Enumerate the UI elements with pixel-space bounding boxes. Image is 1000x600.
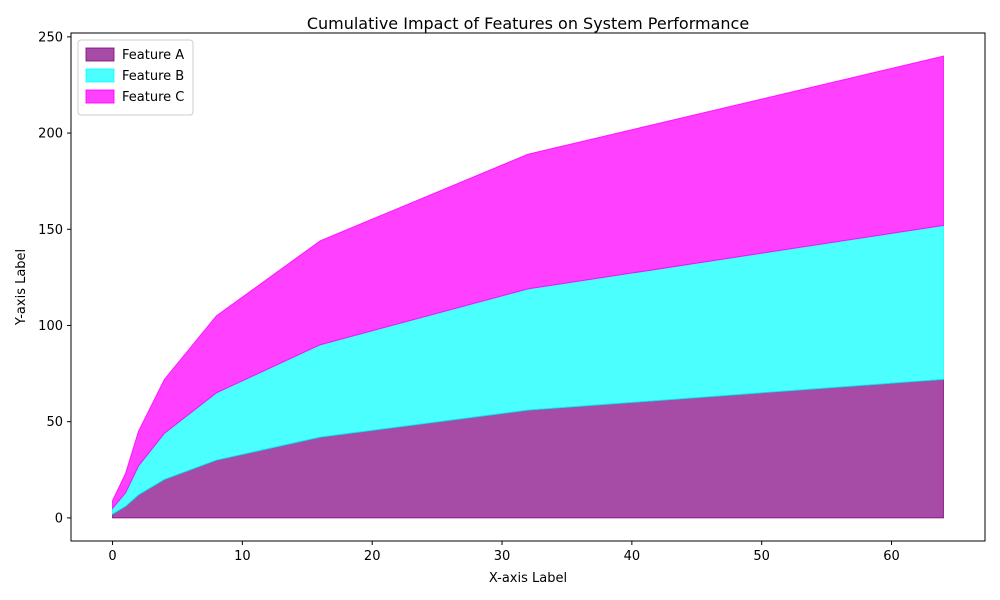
y-tick-label: 100 [38, 319, 63, 334]
y-tick-label: 50 [46, 415, 63, 430]
x-tick-label: 40 [624, 549, 641, 564]
plot-frame [70, 32, 986, 542]
legend-swatch-3 [85, 89, 115, 104]
y-axis-label: Y-axis Label [14, 249, 29, 326]
chart-title: Cumulative Impact of Features on System … [307, 14, 749, 33]
x-tick-label: 0 [108, 549, 116, 564]
x-tick-label: 60 [883, 549, 900, 564]
area-series-3 [112, 55, 944, 510]
y-tick-label: 250 [38, 30, 63, 45]
x-axis-ticks: 0 10 20 30 40 50 60 [108, 541, 900, 564]
y-tick-label: 200 [38, 127, 63, 142]
y-axis-ticks: 0 50 100 150 200 250 [38, 30, 71, 526]
x-tick-label: 50 [753, 549, 770, 564]
x-tick-label: 10 [234, 549, 251, 564]
legend: Feature A Feature B Feature C [77, 39, 194, 116]
plot-areas [112, 55, 944, 519]
x-tick-label: 20 [364, 549, 381, 564]
x-tick-label: 30 [494, 549, 511, 564]
legend-label-3: Feature C [122, 90, 184, 105]
y-tick-label: 150 [38, 223, 63, 238]
x-axis-label: X-axis Label [489, 571, 567, 586]
legend-swatch-1 [85, 47, 115, 62]
legend-label-2: Feature B [122, 69, 184, 84]
legend-label-1: Feature A [122, 48, 184, 63]
y-tick-label: 0 [55, 511, 63, 526]
legend-swatch-2 [85, 68, 115, 83]
